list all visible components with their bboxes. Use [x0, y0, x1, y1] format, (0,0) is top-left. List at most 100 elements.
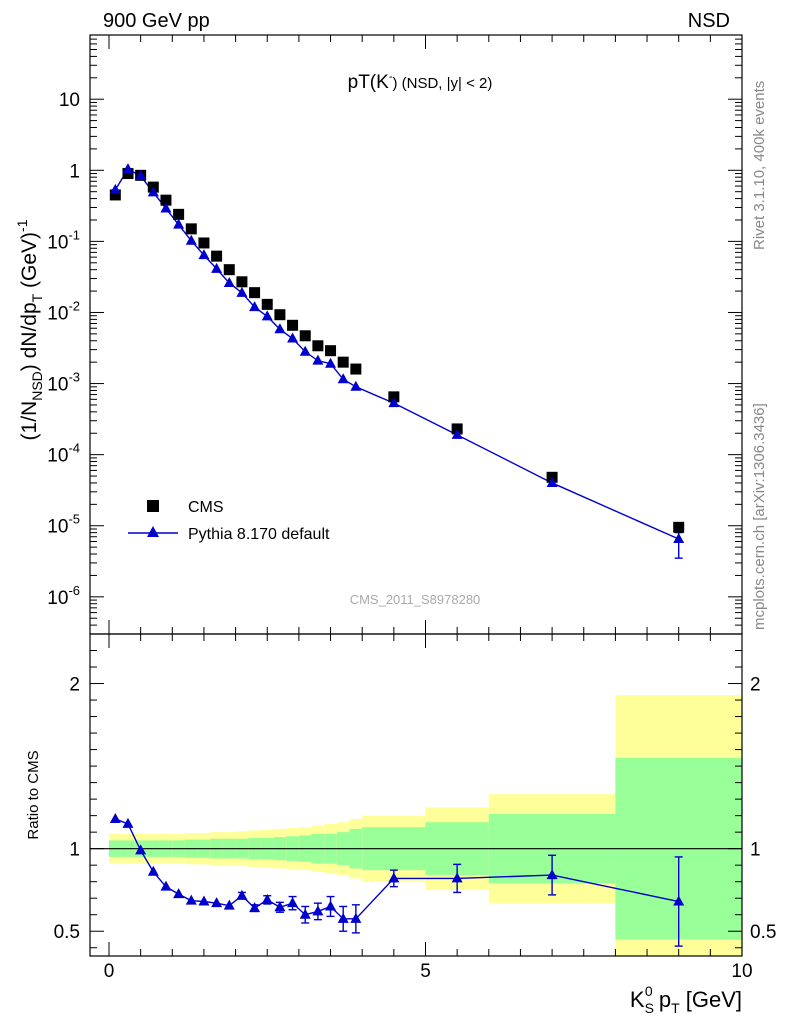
pythia-point: [147, 186, 159, 197]
cms-point: [312, 340, 324, 352]
ratio-frame: [89, 633, 743, 957]
ratio-point: [388, 872, 400, 883]
title-main: pT(K: [348, 72, 390, 93]
xlabel-sub2: T: [671, 1000, 680, 1016]
ratio-point: [122, 817, 134, 828]
process-label: NSD: [688, 10, 730, 32]
xlabel-sub: S: [645, 1000, 654, 1016]
ratio-point: [135, 844, 147, 855]
xlabel-sup: 0: [645, 983, 653, 999]
main-y-tick-label: 1: [69, 161, 80, 182]
ylabel-sup: -1: [14, 219, 30, 232]
main-y-tick-label: 10-3: [47, 370, 80, 396]
ratio-y-axis-label: Ratio to CMS: [25, 750, 42, 839]
cms-point: [223, 264, 235, 276]
ratio-point: [451, 872, 463, 883]
main-plot-title: pT(K-) (NSD, |y| < 2): [348, 71, 493, 93]
ratio-y-tick-label-right: 1: [750, 840, 761, 861]
pythia-point: [451, 428, 463, 439]
ratio-point: [312, 905, 324, 916]
cms-point: [198, 237, 210, 249]
pythia-point: [122, 163, 134, 174]
ratio-y-tick-label-right: 2: [750, 675, 761, 696]
ratio-point: [274, 901, 286, 912]
legend: CMS Pythia 8.170 default: [128, 499, 330, 543]
pythia-point: [673, 533, 685, 544]
ratio-y-tick-label-left: 0.5: [54, 922, 80, 943]
pythia-point: [135, 170, 147, 181]
ratio-axis-ticks: 0.5 0.5 1 1 2 2 0 5 10: [54, 633, 776, 982]
ratio-panel: 0.5 0.51 12 20 5 10 Ratio to CMS KS0 pT [GeV]: [25, 633, 776, 1016]
ylabel-pre: (1/N: [18, 401, 41, 441]
pythia-point: [546, 476, 558, 487]
ratio-point: [337, 912, 349, 923]
title-sup: -: [389, 71, 393, 83]
cms-point: [211, 250, 223, 262]
legend-cms-label: CMS: [188, 499, 224, 516]
pythia-point: [211, 262, 223, 273]
ylabel-sub: NSD: [29, 371, 45, 401]
main-y-tick-label: 10-1: [47, 227, 80, 253]
main-y-tick-label: 10-4: [47, 441, 80, 467]
ratio-point: [350, 912, 362, 923]
main-y-tick-label: 10: [59, 90, 80, 111]
ratio-point: [147, 865, 159, 876]
energy-label: 900 GeV pp: [103, 10, 210, 32]
ratio-point: [198, 895, 210, 906]
mcplots-label: mcplots.cern.ch [arXiv:1306.3436]: [751, 403, 768, 630]
pythia-point: [223, 276, 235, 287]
pythia-point: [274, 323, 286, 334]
ylabel-mid: ) dN/dp: [18, 302, 41, 371]
pythia-point: [261, 310, 273, 321]
ratio-point: [673, 895, 685, 906]
title-rest: ) (NSD, |y| < 2): [392, 75, 492, 92]
ratio-point: [173, 888, 185, 899]
pythia-point: [337, 373, 349, 384]
analysis-watermark: CMS_2011_S8978280: [350, 592, 481, 607]
pythia-point: [287, 332, 299, 343]
xlabel-pre: K: [630, 987, 645, 1012]
cms-point: [173, 208, 185, 220]
ratio-point: [249, 902, 261, 913]
cms-point: [109, 189, 121, 201]
legend-pythia-marker: [147, 526, 159, 537]
ratio-point: [185, 894, 197, 905]
cms-point: [122, 168, 134, 180]
ylabel-post: (GeV): [18, 232, 41, 294]
legend-pythia-label: Pythia 8.170 default: [188, 526, 330, 543]
rivet-label: Rivet 3.1.10, 400k events: [751, 81, 768, 250]
pythia-point: [299, 345, 311, 356]
cms-point: [261, 298, 273, 310]
pythia-point: [109, 183, 121, 194]
main-y-tick-label: 10-2: [47, 298, 80, 324]
pythia-point: [198, 249, 210, 260]
ratio-uncertainty-bands: [90, 695, 742, 956]
ratio-y-tick-label-right: 0.5: [750, 922, 776, 943]
ratio-y-tick-label-left: 2: [69, 675, 80, 696]
main-frame: [89, 34, 743, 635]
ratio-point: [109, 812, 121, 823]
cms-point: [160, 194, 172, 206]
cms-point: [287, 319, 299, 331]
cms-point: [249, 287, 261, 299]
main-y-axis-label: (1/NNSD) dN/dpT (GeV)-1: [14, 219, 45, 440]
pythia-point: [249, 301, 261, 312]
ratio-point: [299, 908, 311, 919]
main-panel: 10-6 10-5 10-4 10-3 10-2 10-1 1 10 pT(K-) (NSD,…: [14, 34, 743, 635]
ratio-point: [223, 899, 235, 910]
pythia-point: [388, 397, 400, 408]
x-axis-label: KS0 pT [GeV]: [630, 983, 742, 1016]
cms-point: [325, 345, 337, 357]
cms-point: [299, 330, 311, 342]
x-tick-label: 5: [420, 961, 431, 982]
cms-point: [185, 223, 197, 235]
main-y-tick-label: 10-6: [47, 583, 80, 609]
pythia-point: [160, 202, 172, 213]
ylabel-sub2: T: [29, 293, 45, 302]
cms-point: [274, 309, 286, 321]
x-tick-label: 10: [731, 961, 752, 982]
pythia-point: [236, 286, 248, 297]
cms-point: [673, 521, 685, 533]
main-axis-ticks: 10-6 10-5 10-4 10-3 10-2 10-1 1 10: [47, 34, 743, 635]
